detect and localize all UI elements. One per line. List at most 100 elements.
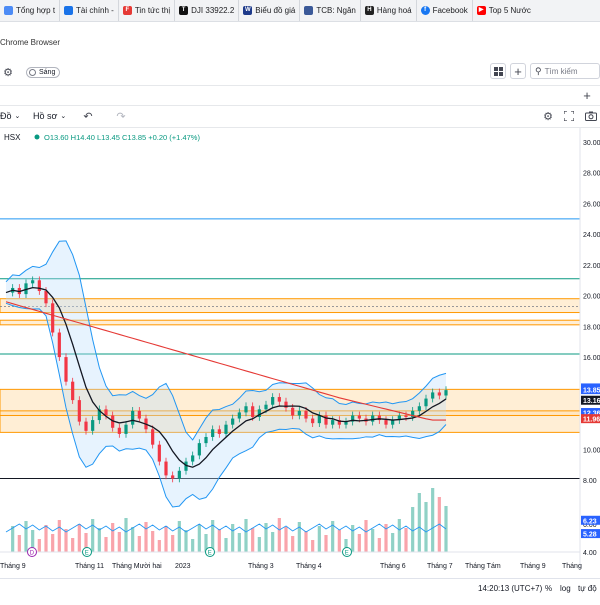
bookmark-6[interactable]: TCB: Ngân <box>300 0 361 21</box>
candle-body <box>151 429 155 445</box>
candle-body <box>164 461 168 476</box>
price-tag-background <box>581 385 600 395</box>
bookmark-label: Tin tức thị <box>134 6 171 15</box>
volume-bar <box>364 520 368 552</box>
fullscreen-icon[interactable] <box>563 110 575 122</box>
event-marker-icon[interactable] <box>205 547 215 557</box>
candle-body <box>317 415 321 424</box>
candle-body <box>91 420 95 431</box>
volume-bar <box>384 524 388 552</box>
percent-toggle[interactable]: % <box>545 584 553 593</box>
candle-body <box>304 410 308 419</box>
candle-body <box>377 415 381 421</box>
volume-bar <box>371 529 375 552</box>
auto-toggle[interactable]: tự độ <box>578 584 597 593</box>
settings-gear-icon[interactable]: ⚙ <box>543 110 553 123</box>
volume-bar <box>324 535 328 552</box>
search-box[interactable]: ⚲ Tìm kiếm <box>530 63 600 79</box>
layout-grid-button[interactable] <box>490 63 506 79</box>
candle-body <box>344 421 348 425</box>
bookmark-7[interactable]: H Hàng hoá <box>361 0 417 21</box>
candle-body <box>197 443 201 456</box>
bookmark-4[interactable]: T DJI 33922.2 <box>175 0 240 21</box>
bookmark-3[interactable]: F Tin tức thị <box>119 0 176 21</box>
bookmark-5[interactable]: W Biểu đồ giá <box>239 0 301 21</box>
bookmark-1[interactable]: Tổng hợp t <box>0 0 61 21</box>
bookmark-favicon-icon <box>4 6 13 15</box>
candle-body <box>411 410 415 418</box>
volume-bar <box>351 525 355 552</box>
price-tag: 12.36 <box>581 408 600 418</box>
candle-body <box>391 420 395 425</box>
legend: HSX O13.60 H14.40 L13.45 C13.85 +0.20 (+… <box>4 133 200 142</box>
price-tag-background <box>581 515 600 525</box>
volume-average-line <box>5 523 447 533</box>
camera-icon[interactable] <box>584 110 598 122</box>
bookmarks-bar: Tổng hợp t Tài chính - F Tin tức thị T DJI… <box>0 0 600 22</box>
volume-bar <box>404 528 408 552</box>
candle-body <box>437 392 441 396</box>
candle-body <box>117 427 121 434</box>
candle-body <box>371 415 375 422</box>
bookmark-8[interactable]: f Facebook <box>417 0 473 21</box>
timeframe-dropdown[interactable]: Đồ ⌄ <box>0 111 20 121</box>
status-bar: 14:20:13 (UTC+7) % log tự độ <box>0 578 600 600</box>
event-marker-label: E <box>208 551 212 557</box>
volume-bar <box>204 534 208 552</box>
add-button[interactable]: + <box>510 63 526 79</box>
price-tag: 13.85 <box>581 385 600 395</box>
candle-body <box>264 404 268 410</box>
event-marker-icon[interactable] <box>82 547 92 557</box>
volume-bar <box>264 523 268 552</box>
chevron-down-icon: ⌄ <box>60 113 67 120</box>
price-tag-label: 13.85 <box>583 388 600 395</box>
volume-bar <box>11 526 15 552</box>
candle-body <box>284 401 288 408</box>
price-tick-label: 26.00 <box>583 201 600 208</box>
candle-body <box>231 418 235 425</box>
volume-bar <box>171 535 175 552</box>
time-tick-label: Tháng 9 <box>520 563 546 570</box>
volume-bar <box>31 530 35 552</box>
bookmark-9[interactable]: ▶ Top 5 Nước <box>473 0 535 21</box>
chart-area[interactable]: 30.00 28.00 26.00 24.00 22.00 20.00 18.00 16.00… <box>0 128 600 600</box>
volume-bar <box>217 529 221 552</box>
settings-gear-icon[interactable]: ⚙ <box>3 66 13 79</box>
volume-bar <box>237 533 241 552</box>
candle-body <box>397 415 401 421</box>
price-tick-label: 22.00 <box>583 263 600 270</box>
volume-bar <box>424 502 428 552</box>
volume-bar <box>177 521 181 552</box>
new-tab-button[interactable]: + <box>583 87 591 103</box>
candle-body <box>237 412 241 419</box>
price-tick-label: 16.00 <box>583 355 600 362</box>
moving-average-line <box>5 286 447 468</box>
bookmark-favicon-icon: ▶ <box>476 6 486 15</box>
search-input[interactable]: Tìm kiếm <box>544 66 578 76</box>
price-tag-label: 6.23 <box>583 518 597 525</box>
bookmark-label: Top 5 Nước <box>488 6 531 15</box>
candle-body <box>444 390 448 396</box>
volume-bar <box>331 521 335 552</box>
price-tick-label: 30.00 <box>583 140 600 147</box>
bookmark-2[interactable]: Tài chính - <box>60 0 119 21</box>
candle-body <box>217 429 221 434</box>
redo-button[interactable]: ↷ <box>116 110 126 123</box>
candle-body <box>24 283 28 295</box>
profile-label: Hồ sơ <box>33 111 58 121</box>
theme-toggle[interactable]: Sáng <box>26 67 61 78</box>
volume-bar <box>417 493 421 552</box>
bollinger-band-fill <box>6 240 446 507</box>
event-marker-label: E <box>85 551 89 557</box>
log-toggle[interactable]: log <box>560 584 571 593</box>
profile-dropdown[interactable]: Hồ sơ ⌄ <box>33 111 66 121</box>
price-chart[interactable]: 30.00 28.00 26.00 24.00 22.00 20.00 18.00 16.00… <box>0 128 600 600</box>
undo-button[interactable]: ↶ <box>83 110 93 123</box>
bookmark-label: Tổng hợp t <box>16 6 56 15</box>
event-marker-icon[interactable] <box>342 547 352 557</box>
volume-bar <box>311 540 315 552</box>
candle-body <box>404 415 408 418</box>
volume-bar <box>104 537 108 552</box>
event-marker-icon[interactable] <box>27 547 37 557</box>
timeframe-label: Đồ <box>0 111 12 121</box>
